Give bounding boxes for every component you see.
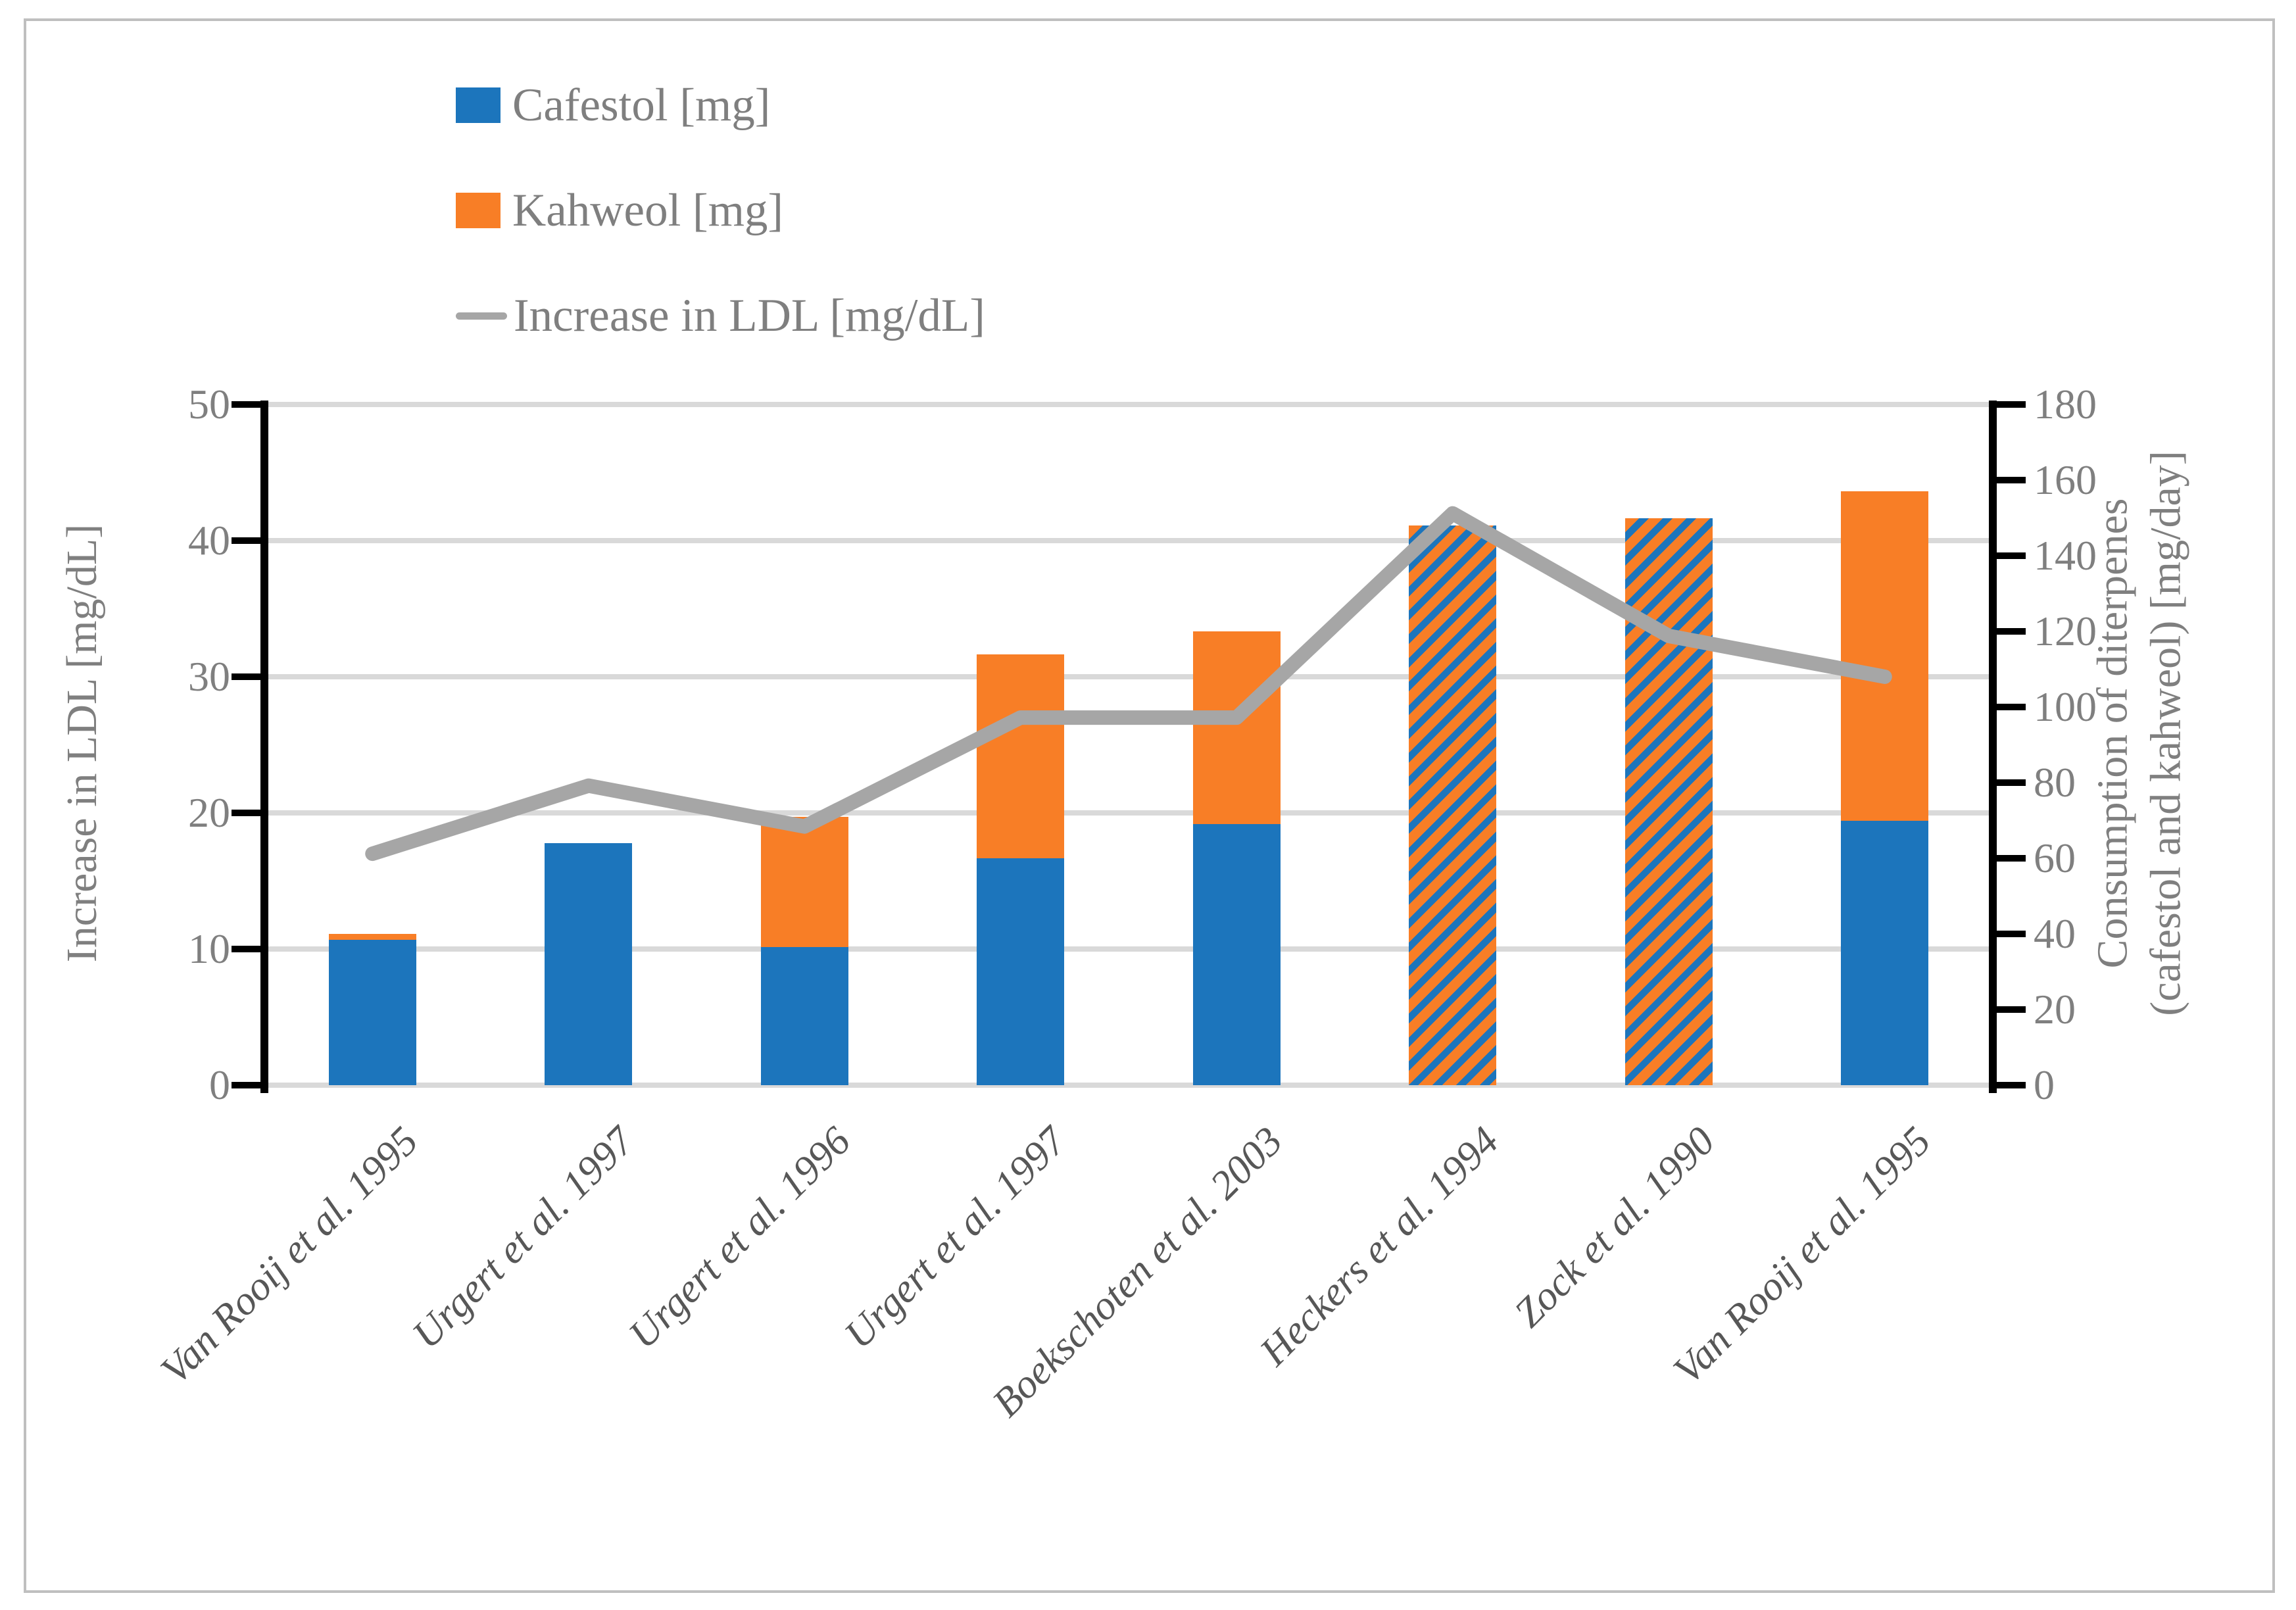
right-axis-tick <box>1995 628 2026 635</box>
legend-entry-kahweol: Kahweol [mg] <box>456 184 783 237</box>
legend-entry-ldl: Increase in LDL [mg/dL] <box>456 289 985 342</box>
ldl-line-swatch-icon <box>456 312 507 320</box>
ldl-polyline <box>365 506 1892 862</box>
right-axis-tick-label: 80 <box>2034 759 2076 806</box>
legend-label: Cafestol [mg] <box>512 79 771 131</box>
legend-label: Increase in LDL [mg/dL] <box>514 289 985 341</box>
figure-border <box>24 18 2275 1593</box>
right-axis-tick <box>1995 855 2026 862</box>
left-axis-tick <box>232 810 262 816</box>
cafestol-swatch-icon <box>456 87 501 123</box>
right-axis-tick-label: 40 <box>2034 910 2076 957</box>
right-axis-tick-label: 180 <box>2034 381 2097 427</box>
left-axis-tick-label: 10 <box>188 925 230 972</box>
bar-combined-hatched <box>1409 525 1497 1085</box>
legend-label: Kahweol [mg] <box>512 184 784 236</box>
bar-kahweol <box>1192 631 1281 825</box>
gridline <box>264 674 1993 679</box>
bar-cafestol <box>760 947 848 1085</box>
right-axis-tick-label: 0 <box>2034 1061 2055 1108</box>
left-axis-tick <box>232 1082 262 1088</box>
bar-cafestol <box>545 843 633 1085</box>
left-axis-tick <box>232 673 262 680</box>
bar-kahweol <box>328 934 416 940</box>
left-axis-tick-label: 20 <box>188 789 230 836</box>
bar-kahweol <box>1841 491 1929 821</box>
right-axis-tick-label: 160 <box>2034 456 2097 503</box>
right-axis-tick <box>1995 704 2026 710</box>
legend-entry-cafestol: Cafestol [mg] <box>456 79 770 132</box>
left-axis-tick-label: 40 <box>188 517 230 564</box>
right-axis-tick-label: 20 <box>2034 986 2076 1033</box>
bar-kahweol <box>760 816 848 948</box>
gridline <box>264 1083 1993 1088</box>
gridline <box>264 810 1993 816</box>
right-axis-tick <box>1995 552 2026 559</box>
right-axis-tick <box>1995 779 2026 786</box>
gridline <box>264 946 1993 952</box>
right-axis-line <box>1989 401 1997 1093</box>
right-axis-tick <box>1995 931 2026 937</box>
left-axis-tick-label: 30 <box>188 653 230 700</box>
bar-kahweol <box>977 654 1065 858</box>
right-axis-tick <box>1995 1082 2026 1088</box>
bar-cafestol <box>1841 820 1929 1085</box>
gridline <box>264 538 1993 543</box>
right-axis-tick-label: 100 <box>2034 683 2097 730</box>
right-axis-tick-label: 140 <box>2034 532 2097 579</box>
left-axis-tick-label: 50 <box>188 381 230 427</box>
bar-cafestol <box>1192 824 1281 1085</box>
left-axis-line <box>260 401 268 1093</box>
gridline <box>264 402 1993 407</box>
bar-cafestol <box>328 939 416 1085</box>
right-axis-tick-label: 60 <box>2034 835 2076 881</box>
left-axis-tick <box>232 537 262 544</box>
right-axis-tick <box>1995 1006 2026 1013</box>
right-axis-tick <box>1995 401 2026 408</box>
left-axis-tick <box>232 401 262 408</box>
left-axis-tick <box>232 946 262 952</box>
left-axis-tick-label: 0 <box>209 1061 230 1108</box>
kahweol-swatch-icon <box>456 193 501 228</box>
right-axis-tick <box>1995 477 2026 483</box>
right-axis-tick-label: 120 <box>2034 608 2097 654</box>
bar-cafestol <box>977 858 1065 1085</box>
